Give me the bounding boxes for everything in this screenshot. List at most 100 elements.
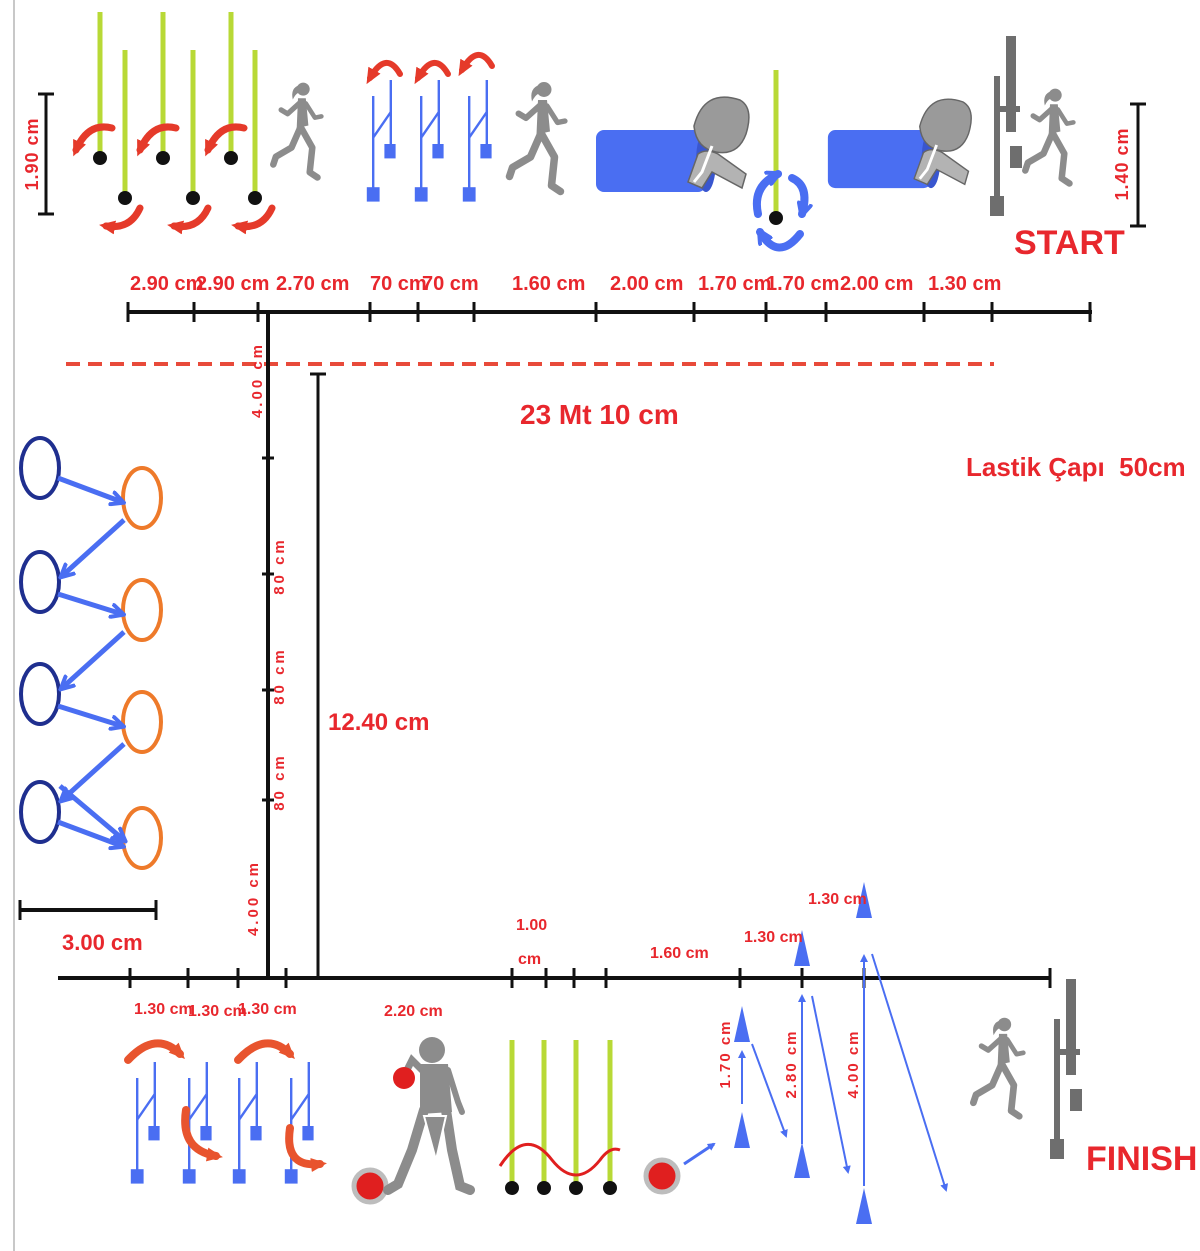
crawl-tunnel-icon (594, 95, 751, 194)
top-right-height-label: 1.40 cm (1112, 127, 1132, 200)
run-path-arrow (811, 995, 851, 1174)
bottom-segment-label: 1.30 cm (188, 1003, 247, 1020)
top-segment-label: 2.70 cm (276, 273, 349, 295)
tire-diameter-label: Lastik Çapı 50cm (966, 452, 1186, 482)
cone-vertical-label: 1.70 cm (717, 1019, 734, 1088)
mini-hurdle-icon (365, 78, 398, 204)
bottom-segment-label: 1.00 (516, 917, 547, 934)
slalom-poles-top (72, 12, 276, 235)
tire-icon (121, 578, 163, 642)
slalom-pole-icon (93, 12, 262, 205)
finish-label: FINISH (1086, 1140, 1197, 1178)
runner-icon (273, 83, 321, 178)
height-bar-left: 1.90 cm (22, 92, 54, 216)
vertical-measure: 4.00 cm 80 cm 80 cm 80 cm 4.00 cm 12.40 cm (245, 310, 429, 978)
bottom-segment-label: cm (518, 951, 541, 968)
top-ticks (126, 302, 1092, 322)
thrower-icon (383, 1037, 475, 1195)
slalom-pole-icon (505, 1040, 617, 1195)
vertical-total-label: 12.40 cm (328, 709, 429, 736)
mini-hurdle-icon (413, 78, 446, 204)
bottom-segment-label: 2.20 cm (384, 1003, 443, 1020)
ball-icon (393, 1067, 415, 1089)
direction-arrow (57, 819, 122, 846)
curved-arrow-icon (366, 52, 495, 85)
vertical-segment-label: 80 cm (271, 647, 288, 705)
runner-icon (973, 1018, 1023, 1117)
top-segment-label: 70 cm (370, 273, 427, 295)
ball-icon (351, 1167, 389, 1205)
bottom-segment-label: 1.30 cm (238, 1001, 297, 1018)
tire-zone: 3.00 cm (18, 436, 163, 955)
crawl-tunnel-icon (826, 97, 973, 190)
total-length-label: 23 Mt 10 cm (520, 399, 679, 430)
tire-icon (121, 466, 163, 530)
cone-spacing-label: 1.30 cm (808, 891, 867, 908)
top-segment-label: 2.90 cm (196, 273, 269, 295)
start-finish-post-icon (990, 36, 1022, 216)
bottom-segment-label: 1.60 cm (650, 945, 709, 962)
rotate-arrow-icon (753, 170, 805, 252)
direction-arrow (62, 630, 126, 688)
tire-zone-label: 3.00 cm (62, 930, 143, 955)
direction-arrow (57, 475, 122, 502)
top-segment-label: 1.60 cm (512, 273, 585, 295)
tire-icon (19, 780, 61, 844)
height-bar-right: 1.40 cm (1112, 102, 1146, 228)
mini-hurdle-icon (129, 1060, 162, 1186)
cone-icon (794, 930, 810, 966)
ball-icon (643, 1157, 681, 1195)
curved-arrow-icon (72, 123, 276, 235)
direction-arrow (58, 784, 124, 840)
mini-hurdles-bottom (129, 1060, 316, 1186)
top-segment-label: 2.00 cm (610, 273, 683, 295)
top-segment-label: 1.30 cm (928, 273, 1001, 295)
run-path-arrow (871, 953, 949, 1192)
top-height-label: 1.90 cm (22, 117, 42, 190)
direction-arrow (57, 703, 122, 726)
bottom-segment-label: 1.30 cm (134, 1001, 193, 1018)
vertical-segment-label: 80 cm (271, 537, 288, 595)
cone-vertical-label: 2.80 cm (783, 1029, 800, 1098)
cone-icon (856, 882, 872, 918)
direction-arrow (62, 742, 126, 800)
top-segment-label: 1.70 cm (766, 273, 839, 295)
top-row: 1.90 cm (22, 12, 1146, 262)
bottom-measure-line: 1.30 cm 1.30 cm 1.30 cm 2.20 cm 1.00 cm … (58, 917, 1052, 1020)
vertical-segment-label: 80 cm (271, 753, 288, 811)
direction-arrow (62, 518, 126, 576)
top-segment-label: 2.90 cm (130, 273, 203, 295)
cone-icon (794, 1142, 810, 1178)
tire-icon (121, 690, 163, 754)
cone-vertical-label: 4.00 cm (845, 1029, 862, 1098)
tire-icon (19, 436, 61, 500)
direction-arrow (57, 591, 122, 614)
bottom-row: 1.30 cm1.30 cm1.70 cm 2.80 cm 4.00 cm FINI… (124, 882, 1197, 1224)
cone-icon (734, 1006, 750, 1042)
mini-hurdle-icon (461, 78, 494, 204)
vertical-segment-label: 4.00 cm (245, 860, 262, 936)
slalom-poles-bottom (498, 1040, 621, 1195)
cone-zone: 1.30 cm 1.30 cm 1.70 cm 2.80 cm 4.00 cm (717, 882, 949, 1224)
runner-icon (510, 82, 566, 192)
top-segment-label: 2.00 cm (840, 273, 913, 295)
runner-icon (1025, 89, 1073, 184)
top-segment-label: 70 cm (422, 273, 479, 295)
run-path-arrow (751, 1043, 788, 1138)
cone-spacing-label: 1.30 cm (744, 929, 803, 946)
cone-icon (734, 1112, 750, 1148)
vertical-segment-label: 4.00 cm (249, 342, 266, 418)
rotation-pole (753, 70, 805, 252)
start-finish-post-icon (1050, 979, 1082, 1159)
tire-icon (19, 550, 61, 614)
tire-icon (121, 806, 163, 870)
mini-hurdle-icon (231, 1060, 264, 1186)
mini-hurdles-top (365, 52, 495, 204)
top-segment-label: 1.70 cm (698, 273, 771, 295)
tire-icon (19, 662, 61, 726)
weave-path (498, 1142, 621, 1177)
cone-icon (856, 1188, 872, 1224)
